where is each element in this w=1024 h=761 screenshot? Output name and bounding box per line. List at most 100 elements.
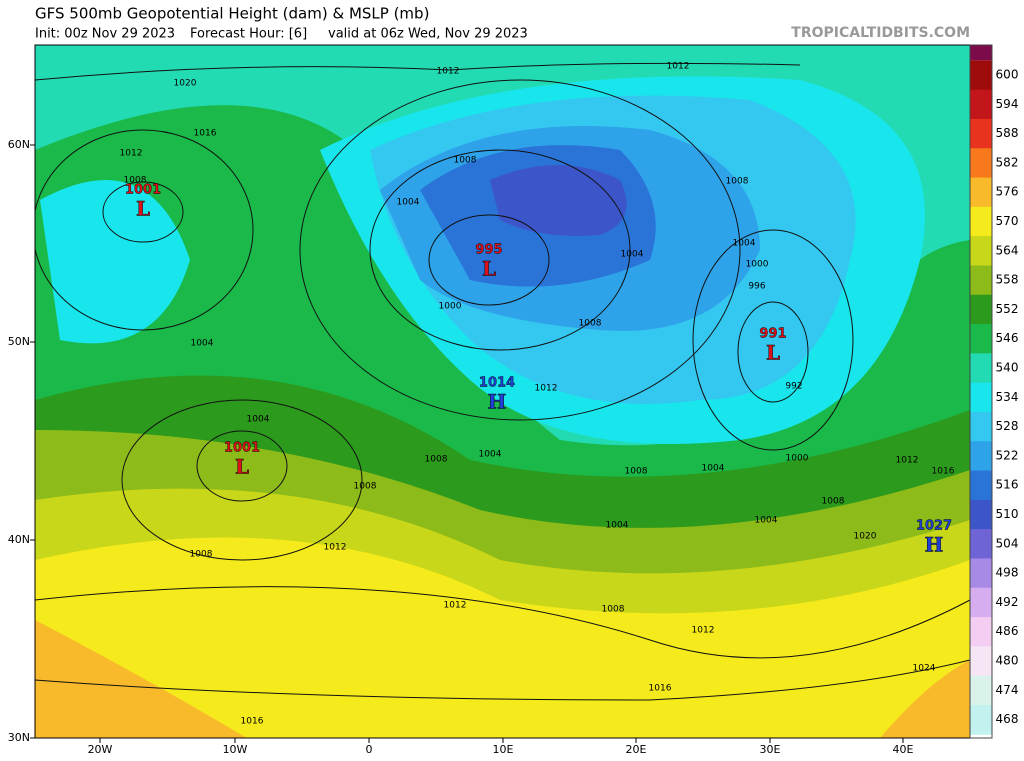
title: GFS 500mb Geopotential Height (dam) & MS… <box>35 5 429 23</box>
colorbar-segment <box>970 45 992 61</box>
isobar-label: 996 <box>748 282 765 292</box>
colorbar-label: 480 <box>996 654 1019 668</box>
isobar-label: 1016 <box>649 684 672 694</box>
center-symbol: L <box>136 197 150 221</box>
isobar-label: 1016 <box>241 717 264 727</box>
init-time: Init: 00z Nov 29 2023 <box>35 27 175 42</box>
lon-label: 30E <box>760 743 781 756</box>
isobar-label: 1008 <box>602 605 625 615</box>
colorbar-label: 540 <box>996 361 1019 375</box>
center-value: 1001 <box>125 183 161 198</box>
colorbar-segment <box>970 353 992 384</box>
isobar <box>121 399 363 561</box>
colorbar-segment <box>970 148 992 179</box>
lat-label: 30N <box>8 731 30 744</box>
isobar-label: 1012 <box>667 62 690 72</box>
colorbar-segment <box>970 265 992 296</box>
isobar-label: 1020 <box>854 532 877 542</box>
colorbar-label: 492 <box>996 595 1019 609</box>
isobar-label: 1008 <box>579 319 602 329</box>
colorbar-segment <box>970 382 992 413</box>
colorbar-segment <box>970 646 992 677</box>
isobar <box>35 62 801 81</box>
isobar-label: 1004 <box>397 198 420 208</box>
colorbar-segment <box>970 324 992 354</box>
lon-label: 0 <box>366 743 373 756</box>
colorbar-label: 510 <box>996 507 1019 521</box>
lon-label: 10E <box>493 743 514 756</box>
isobar-label: 1004 <box>479 450 502 460</box>
isobar-label: 1012 <box>896 456 919 466</box>
colorbar-segment <box>970 411 992 442</box>
colorbar-label: 582 <box>996 155 1019 169</box>
colorbar-segment <box>970 294 992 325</box>
lat-label: 50N <box>8 335 30 348</box>
colorbar-label: 534 <box>996 390 1019 404</box>
isobar-label: 1008 <box>124 176 147 186</box>
colorbar-label: 486 <box>996 624 1019 638</box>
colorbar-segment <box>970 60 992 91</box>
colorbar-label: 594 <box>996 97 1019 111</box>
isobar-label: 1008 <box>425 455 448 465</box>
isobar-label: 1004 <box>755 516 778 526</box>
colorbar-segment <box>970 89 992 120</box>
isobar <box>196 430 288 502</box>
center-symbol: H <box>925 533 944 557</box>
isobar-label: 1004 <box>733 239 756 249</box>
isobar <box>35 586 970 659</box>
colorbar-segment <box>970 617 992 647</box>
isobar <box>428 214 550 306</box>
field <box>35 620 970 738</box>
lat-label: 40N <box>8 533 30 546</box>
colorbar-label: 546 <box>996 331 1019 345</box>
field <box>490 165 627 236</box>
center-symbol: L <box>482 257 496 281</box>
colorbar-label: 570 <box>996 214 1019 228</box>
isobar <box>102 181 184 243</box>
isobar-label: 1004 <box>247 415 270 425</box>
lon-label: 40E <box>893 743 914 756</box>
isobar-label: 1008 <box>822 497 845 507</box>
isobar <box>692 229 854 451</box>
colorbar-segment <box>970 529 992 559</box>
forecast-hour: Forecast Hour: [6] <box>190 27 307 42</box>
map <box>35 45 970 738</box>
center-symbol: H <box>488 390 507 414</box>
isobar-label: 1008 <box>726 177 749 187</box>
colorbar-frame <box>969 44 993 739</box>
colorbar-segment <box>970 470 992 501</box>
colorbar-segment <box>970 206 992 237</box>
colorbar-label: 564 <box>996 243 1019 257</box>
lat-label: 60N <box>8 138 30 151</box>
isobar-label: 1012 <box>444 601 467 611</box>
center-value: 1027 <box>916 519 952 534</box>
isobar-label: 1016 <box>194 129 217 139</box>
lon-label: 20W <box>88 743 113 756</box>
isobar <box>35 659 970 701</box>
isobar-label: 1012 <box>535 384 558 394</box>
source: TROPICALTIDBITS.COM <box>791 25 970 41</box>
valid-time: valid at 06z Wed, Nov 29 2023 <box>328 27 528 42</box>
colorbar-segment <box>970 587 992 618</box>
isobar-label: 1008 <box>454 156 477 166</box>
isobar-label: 992 <box>785 382 802 392</box>
isobar-label: 1004 <box>191 339 214 349</box>
isobar-label: 1008 <box>190 550 213 560</box>
colorbar-label: 522 <box>996 448 1019 462</box>
center-value: 995 <box>475 243 502 258</box>
isobar <box>35 129 254 331</box>
isobar-label: 1000 <box>746 260 769 270</box>
isobar-label: 1016 <box>932 467 955 477</box>
colorbar-segment <box>970 675 992 706</box>
center-value: 1014 <box>479 376 515 391</box>
colorbar-segment <box>970 499 992 530</box>
colorbar-label: 498 <box>996 566 1019 580</box>
isobar-label: 1004 <box>606 521 629 531</box>
colorbar-segment <box>970 558 992 589</box>
colorbar-segment <box>970 177 992 208</box>
isobar <box>737 301 809 403</box>
colorbar-segment <box>970 118 992 149</box>
isobar-label: 1020 <box>174 79 197 89</box>
colorbar-segment <box>970 441 992 472</box>
